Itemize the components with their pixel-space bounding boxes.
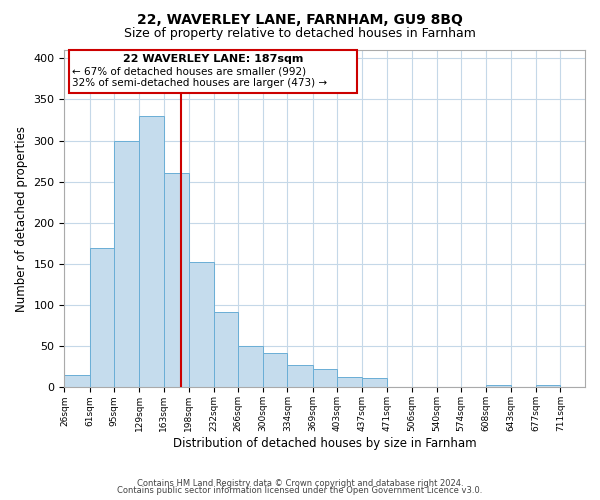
Bar [238,346,263,388]
Bar [90,248,115,388]
Bar [263,353,287,388]
Bar [362,378,386,388]
Bar [287,365,313,388]
Bar [313,370,337,388]
Y-axis label: Number of detached properties: Number of detached properties [15,126,28,312]
Bar [164,174,189,388]
Text: Contains HM Land Registry data © Crown copyright and database right 2024.: Contains HM Land Registry data © Crown c… [137,478,463,488]
Bar [337,376,362,388]
Text: 22, WAVERLEY LANE, FARNHAM, GU9 8BQ: 22, WAVERLEY LANE, FARNHAM, GU9 8BQ [137,12,463,26]
Text: ← 67% of detached houses are smaller (992): ← 67% of detached houses are smaller (99… [71,66,306,76]
Bar [189,262,214,388]
Text: 32% of semi-detached houses are larger (473) →: 32% of semi-detached houses are larger (… [71,78,327,88]
Text: Contains public sector information licensed under the Open Government Licence v3: Contains public sector information licen… [118,486,482,495]
Bar [486,385,511,388]
Bar [64,375,90,388]
Text: 22 WAVERLEY LANE: 187sqm: 22 WAVERLEY LANE: 187sqm [122,54,303,64]
Bar [139,116,164,388]
Bar [536,385,560,388]
X-axis label: Distribution of detached houses by size in Farnham: Distribution of detached houses by size … [173,437,476,450]
Text: Size of property relative to detached houses in Farnham: Size of property relative to detached ho… [124,28,476,40]
Bar [115,140,139,388]
Bar [214,312,238,388]
FancyBboxPatch shape [69,50,357,93]
